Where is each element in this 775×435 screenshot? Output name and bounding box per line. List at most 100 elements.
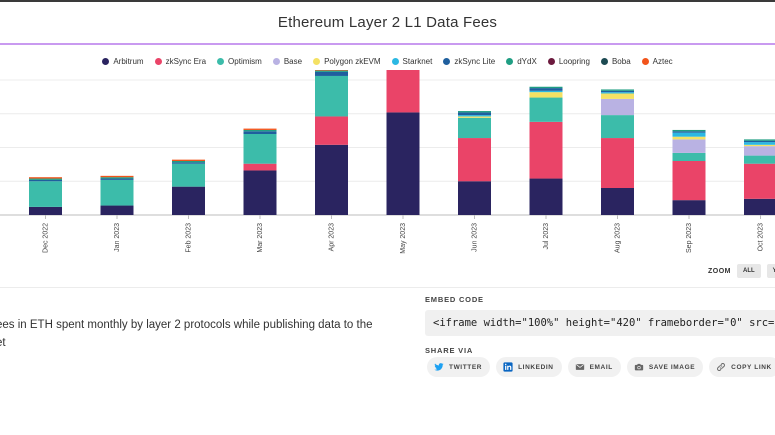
legend-item[interactable]: Loopring [547,57,590,66]
bar-segment[interactable] [315,116,348,145]
bar-segment[interactable] [458,115,491,117]
legend-item[interactable]: Starknet [391,57,432,66]
bar-segment[interactable] [744,155,775,164]
x-tick-label: Jan 2023 [114,223,121,252]
bar-segment[interactable] [386,70,420,113]
bar-segment[interactable] [172,163,205,187]
bar-segment[interactable] [672,152,706,161]
bar-segment[interactable] [601,92,634,94]
bar-segment[interactable] [672,161,706,201]
bar-segment[interactable] [744,144,775,147]
bar-segment[interactable] [672,200,706,215]
bar-segment[interactable] [601,93,634,99]
bar-segment[interactable] [744,198,775,215]
bar-segment[interactable] [29,179,62,182]
legend-item[interactable]: Aztec [641,57,673,66]
x-tick-label: May 2023 [400,223,407,254]
bar-segment[interactable] [529,178,563,215]
bar-segment[interactable] [172,161,205,163]
bar-segment[interactable] [315,75,348,117]
bar-segment[interactable] [601,115,634,139]
bar-segment[interactable] [243,170,277,215]
bar-segment[interactable] [529,121,563,179]
bar-segment[interactable] [243,128,277,130]
bar-segment[interactable] [100,178,134,180]
legend-dot [313,58,321,65]
bar-segment[interactable] [672,132,706,137]
bar-segment[interactable] [29,178,62,180]
x-tick-label: Jun 2023 [472,223,479,252]
bar-segment[interactable] [172,186,205,215]
bar-segment[interactable] [672,136,706,140]
bar-segment[interactable] [243,129,277,132]
bar-segment[interactable] [243,131,277,134]
bar-segment[interactable] [315,71,348,76]
bar-segment[interactable] [744,139,775,141]
bar-segment[interactable] [672,139,706,153]
bar-segment[interactable] [529,97,563,122]
embed-code-label: EMBED CODE [425,295,484,304]
embed-code-field[interactable]: <iframe width="100%" height="420" frameb… [425,310,775,336]
bar-segment[interactable] [672,129,706,132]
bar-segment[interactable] [458,138,491,182]
legend-item[interactable]: zkSync Lite [443,57,495,66]
legend-item[interactable]: dYdX [506,57,537,66]
copy-link-label: COPY LINK [731,363,772,371]
bar-segment[interactable] [29,181,62,207]
bar-segment[interactable] [744,163,775,199]
bar-segment[interactable] [172,162,205,164]
bar-segment[interactable] [315,70,348,72]
bar-segment[interactable] [100,179,134,206]
bar-segment[interactable] [100,175,134,178]
email-button[interactable]: EMAIL [567,357,621,377]
copy-link-button[interactable]: COPY LINK [709,357,775,377]
bar-segment[interactable] [315,144,348,215]
bar-segment[interactable] [29,206,62,215]
bar-segment[interactable] [172,159,205,161]
bar-segment[interactable] [458,181,491,215]
legend-dot [641,58,649,65]
legend-item[interactable]: Polygon zkEVM [313,57,381,66]
zoom-label: ZOOM [708,267,731,275]
bar-segment[interactable] [243,134,277,164]
linkedin-icon [503,362,513,372]
bar-segment[interactable] [601,98,634,116]
legend-item[interactable]: zkSync Era [154,57,206,66]
bar-segment[interactable] [744,142,775,145]
legend-label: Arbitrum [113,57,144,66]
bar-segment[interactable] [601,90,634,93]
zoom-ytd-button[interactable]: YT [766,264,775,278]
bar-segment[interactable] [601,89,634,91]
share-buttons: TWITTER LINKEDIN EMAIL SAVE IMAGE COPY L… [427,357,775,377]
bar-segment[interactable] [601,138,634,188]
bar-segment[interactable] [386,112,420,215]
bar-segment[interactable] [29,177,62,179]
bar-segment[interactable] [458,116,491,118]
bar-segment[interactable] [529,86,563,89]
bar-segment[interactable] [243,163,277,171]
bar-segment[interactable] [601,188,634,215]
legend-label: Polygon zkEVM [324,57,381,66]
legend-item[interactable]: Optimism [217,57,262,66]
bar-segment[interactable] [744,146,775,156]
twitter-button[interactable]: TWITTER [427,357,491,377]
bar-segment[interactable] [100,177,134,179]
bar-segment[interactable] [458,117,491,139]
bar-segment[interactable] [529,90,563,93]
bar-segment[interactable] [529,92,563,98]
bar-segment[interactable] [672,131,706,133]
zoom-all-button[interactable]: ALL [737,264,761,278]
bar-segment[interactable] [458,111,491,113]
bar-segment[interactable] [529,88,563,91]
x-tick-label: Sep 2023 [686,223,693,253]
bar-segment[interactable] [744,140,775,143]
linkedin-button[interactable]: LINKEDIN [496,357,562,377]
legend-item[interactable]: Boba [600,57,631,66]
legend-item[interactable]: Arbitrum [102,57,144,66]
x-tick-label: Jul 2023 [543,223,550,250]
bar-segment[interactable] [458,112,491,116]
bar-segment[interactable] [315,70,348,71]
legend-item[interactable]: Base [272,57,302,66]
save-image-button[interactable]: SAVE IMAGE [626,357,704,377]
bar-segment[interactable] [100,205,134,215]
